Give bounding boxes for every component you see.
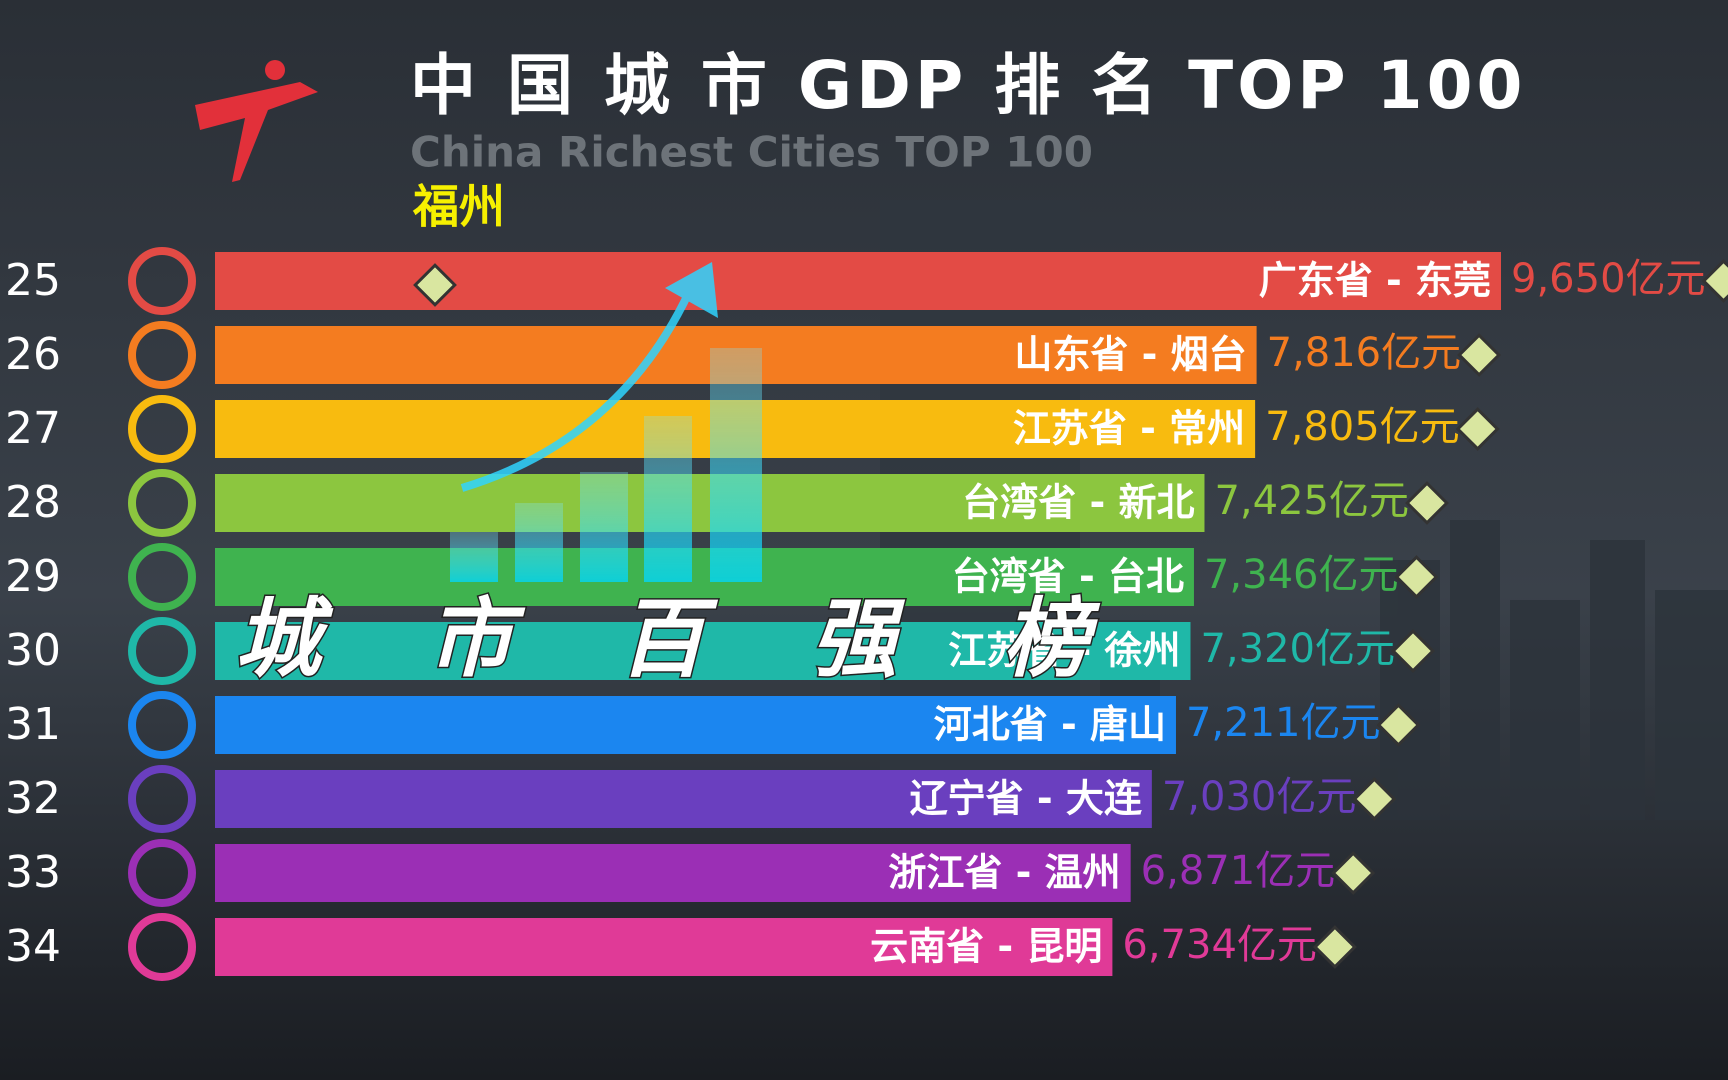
value-label: 6,734亿元 bbox=[1122, 922, 1317, 968]
coin-body bbox=[1312, 925, 1357, 969]
city-logo bbox=[128, 691, 196, 759]
coin-icon bbox=[1376, 703, 1421, 747]
value-label: 7,320亿元 bbox=[1200, 626, 1395, 672]
coin-icon bbox=[1391, 629, 1435, 673]
city-logo bbox=[128, 839, 196, 907]
coin-icon bbox=[1701, 259, 1728, 303]
category-label: 云南省 - 昆明 bbox=[870, 925, 1102, 969]
coin-body bbox=[1701, 259, 1728, 303]
category-label: 山东省 - 烟台 bbox=[1014, 333, 1246, 377]
logo bbox=[195, 60, 318, 182]
value-label: 7,805亿元 bbox=[1265, 404, 1460, 450]
value-label: 7,816亿元 bbox=[1267, 330, 1462, 376]
category-label: 江苏省 - 常州 bbox=[1013, 407, 1245, 451]
coin-body bbox=[1405, 481, 1449, 525]
logo-shape bbox=[128, 395, 196, 463]
value-label: 9,650亿元 bbox=[1511, 256, 1706, 302]
coin-icon bbox=[1457, 333, 1502, 377]
city-logo bbox=[128, 913, 196, 981]
coin-icon bbox=[1312, 925, 1357, 969]
bar bbox=[215, 696, 1176, 754]
bar bbox=[215, 918, 1113, 976]
rank-label: 25 bbox=[5, 255, 61, 306]
logo-shape bbox=[128, 765, 196, 833]
subtitle: China Richest Cities TOP 100 bbox=[410, 128, 1093, 177]
coin-icon bbox=[413, 263, 457, 307]
category-label: 浙江省 - 温州 bbox=[888, 851, 1120, 895]
value-label: 6,871亿元 bbox=[1141, 848, 1336, 894]
city-logo bbox=[128, 395, 196, 463]
rank-label: 30 bbox=[5, 625, 61, 676]
logo-shape bbox=[128, 321, 196, 389]
category-label: 江苏省 - 徐州 bbox=[948, 629, 1180, 673]
category-label: 广东省 - 东莞 bbox=[1259, 259, 1491, 303]
logo-shape bbox=[128, 691, 196, 759]
coin-icon bbox=[1331, 851, 1376, 895]
value-label: 7,030亿元 bbox=[1162, 774, 1357, 820]
city-logo bbox=[128, 617, 196, 685]
logo-shape bbox=[128, 469, 196, 537]
city-logo bbox=[128, 247, 196, 315]
overlay-banner: 城 市 百 强 榜 bbox=[235, 589, 1127, 689]
logo-shape bbox=[128, 543, 196, 611]
value-label: 7,425亿元 bbox=[1214, 478, 1409, 524]
coin-body bbox=[1352, 777, 1397, 821]
coin-body bbox=[1391, 629, 1435, 673]
rank-label: 33 bbox=[5, 847, 61, 898]
logo-shape bbox=[128, 617, 196, 685]
rank-label: 28 bbox=[5, 477, 61, 528]
city-logo bbox=[128, 765, 196, 833]
city-logo bbox=[128, 543, 196, 611]
category-label: 辽宁省 - 大连 bbox=[910, 777, 1142, 821]
growth-decoration bbox=[450, 262, 762, 582]
rank-label: 29 bbox=[5, 551, 61, 602]
rank-label: 31 bbox=[5, 699, 61, 750]
category-label: 台湾省 - 新北 bbox=[962, 481, 1194, 525]
coin-body bbox=[1376, 703, 1421, 747]
coin-body bbox=[1457, 333, 1502, 377]
city-logo bbox=[128, 321, 196, 389]
logo-shape bbox=[128, 839, 196, 907]
coin-body bbox=[1331, 851, 1376, 895]
bar bbox=[215, 474, 1205, 532]
rank-label: 32 bbox=[5, 773, 61, 824]
coin-body bbox=[1455, 407, 1500, 451]
rank-label: 27 bbox=[5, 403, 61, 454]
current-city: 福州 bbox=[412, 180, 505, 234]
bar bbox=[215, 548, 1194, 606]
coin-icon bbox=[1394, 555, 1439, 599]
value-label: 7,211亿元 bbox=[1186, 700, 1381, 746]
coin-body bbox=[413, 263, 457, 307]
title: 中 国 城 市 GDP 排 名 TOP 100 bbox=[410, 47, 1526, 124]
coin-icon bbox=[1455, 407, 1500, 451]
logo-shape bbox=[128, 913, 196, 981]
category-label: 台湾省 - 台北 bbox=[952, 555, 1184, 599]
category-label: 河北省 - 唐山 bbox=[934, 703, 1166, 747]
logo-shape bbox=[128, 247, 196, 315]
bar bbox=[215, 844, 1131, 902]
coin-icon bbox=[1352, 777, 1397, 821]
rank-label: 34 bbox=[5, 921, 61, 972]
city-logo bbox=[128, 469, 196, 537]
bar bbox=[215, 622, 1191, 680]
coin-icon bbox=[1405, 481, 1449, 525]
value-label: 7,346亿元 bbox=[1204, 552, 1399, 598]
bars: 25 广东省 - 东莞 9,650亿元 26 山东省 - 烟台 7,816亿元 27 江苏省 … bbox=[5, 247, 1728, 981]
bar bbox=[215, 770, 1152, 828]
rank-label: 26 bbox=[5, 329, 61, 380]
coin-body bbox=[1394, 555, 1439, 599]
